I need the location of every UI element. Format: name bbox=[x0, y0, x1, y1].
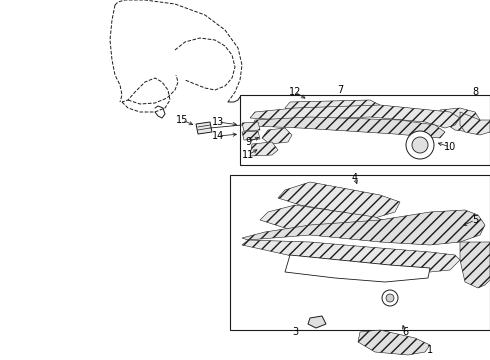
Circle shape bbox=[412, 137, 428, 153]
Text: 5: 5 bbox=[472, 215, 478, 225]
Polygon shape bbox=[308, 316, 326, 328]
Text: 6: 6 bbox=[402, 327, 408, 337]
Polygon shape bbox=[460, 112, 490, 135]
Polygon shape bbox=[250, 105, 460, 128]
Text: 14: 14 bbox=[212, 131, 224, 141]
Circle shape bbox=[406, 131, 434, 159]
Polygon shape bbox=[252, 117, 445, 138]
Circle shape bbox=[386, 294, 394, 302]
Polygon shape bbox=[285, 255, 430, 282]
Text: 2: 2 bbox=[489, 170, 490, 180]
Polygon shape bbox=[460, 242, 490, 288]
Polygon shape bbox=[285, 100, 380, 113]
Text: 15: 15 bbox=[176, 115, 188, 125]
Circle shape bbox=[382, 290, 398, 306]
Polygon shape bbox=[242, 122, 260, 131]
Text: 9: 9 bbox=[245, 137, 251, 147]
Bar bbox=[240, 95, 490, 165]
Text: 12: 12 bbox=[289, 87, 301, 97]
Polygon shape bbox=[262, 128, 292, 144]
Polygon shape bbox=[242, 210, 485, 245]
Polygon shape bbox=[242, 240, 460, 272]
Text: 3: 3 bbox=[292, 327, 298, 337]
Text: 11: 11 bbox=[242, 150, 254, 160]
Polygon shape bbox=[278, 182, 400, 218]
Text: 13: 13 bbox=[212, 117, 224, 127]
Polygon shape bbox=[260, 205, 395, 240]
Polygon shape bbox=[440, 108, 480, 132]
Text: 1: 1 bbox=[427, 345, 433, 355]
Polygon shape bbox=[196, 122, 212, 134]
Bar bbox=[230, 175, 490, 330]
Polygon shape bbox=[358, 330, 430, 355]
Text: 4: 4 bbox=[352, 173, 358, 183]
Text: 7: 7 bbox=[337, 85, 343, 95]
Text: 8: 8 bbox=[472, 87, 478, 97]
Text: 10: 10 bbox=[444, 142, 456, 152]
Polygon shape bbox=[242, 131, 260, 140]
Polygon shape bbox=[250, 142, 278, 156]
